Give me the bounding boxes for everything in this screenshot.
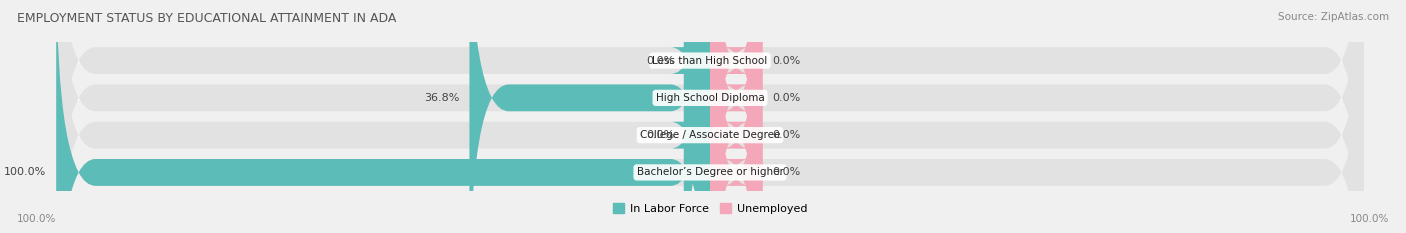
Text: 0.0%: 0.0% <box>645 130 673 140</box>
Text: College / Associate Degree: College / Associate Degree <box>640 130 780 140</box>
FancyBboxPatch shape <box>671 0 723 233</box>
FancyBboxPatch shape <box>710 0 762 233</box>
Text: Less than High School: Less than High School <box>652 56 768 65</box>
FancyBboxPatch shape <box>56 0 710 233</box>
Legend: In Labor Force, Unemployed: In Labor Force, Unemployed <box>609 199 811 218</box>
Text: 0.0%: 0.0% <box>772 130 800 140</box>
FancyBboxPatch shape <box>710 0 762 233</box>
Text: EMPLOYMENT STATUS BY EDUCATIONAL ATTAINMENT IN ADA: EMPLOYMENT STATUS BY EDUCATIONAL ATTAINM… <box>17 12 396 25</box>
FancyBboxPatch shape <box>56 0 1364 233</box>
FancyBboxPatch shape <box>56 0 1364 233</box>
FancyBboxPatch shape <box>470 0 710 233</box>
FancyBboxPatch shape <box>671 0 723 233</box>
Text: 0.0%: 0.0% <box>772 168 800 177</box>
Text: 100.0%: 100.0% <box>1350 214 1389 224</box>
Text: 0.0%: 0.0% <box>772 93 800 103</box>
Text: 0.0%: 0.0% <box>645 56 673 65</box>
FancyBboxPatch shape <box>56 0 1364 233</box>
FancyBboxPatch shape <box>56 0 1364 233</box>
Text: Bachelor’s Degree or higher: Bachelor’s Degree or higher <box>637 168 783 177</box>
FancyBboxPatch shape <box>710 0 762 233</box>
Text: High School Diploma: High School Diploma <box>655 93 765 103</box>
FancyBboxPatch shape <box>710 0 762 233</box>
Text: 100.0%: 100.0% <box>17 214 56 224</box>
Text: 0.0%: 0.0% <box>772 56 800 65</box>
Text: 36.8%: 36.8% <box>425 93 460 103</box>
Text: 100.0%: 100.0% <box>4 168 46 177</box>
Text: Source: ZipAtlas.com: Source: ZipAtlas.com <box>1278 12 1389 22</box>
